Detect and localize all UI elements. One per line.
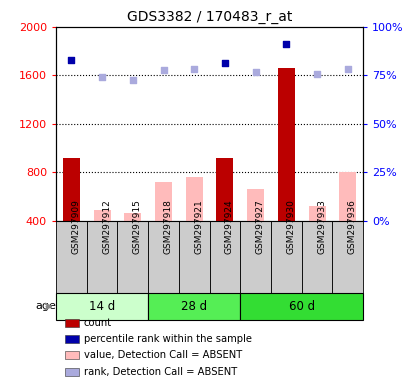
Bar <box>179 221 210 293</box>
Text: count: count <box>84 318 112 328</box>
Bar <box>247 189 264 221</box>
Text: GSM297915: GSM297915 <box>133 199 142 254</box>
Text: age: age <box>35 301 56 311</box>
Text: GSM297927: GSM297927 <box>256 199 265 254</box>
Point <box>191 66 198 72</box>
Text: GSM297933: GSM297933 <box>317 199 326 254</box>
Point <box>252 69 259 75</box>
Text: GSM297912: GSM297912 <box>102 199 111 254</box>
Text: GSM297930: GSM297930 <box>286 199 295 254</box>
Bar <box>148 293 240 319</box>
Point <box>344 66 351 72</box>
Text: 14 d: 14 d <box>89 300 115 313</box>
Bar <box>217 158 233 221</box>
Point <box>160 68 167 74</box>
Bar <box>186 177 203 221</box>
Bar <box>302 221 332 293</box>
Bar <box>65 335 79 343</box>
Point <box>283 41 290 47</box>
Bar <box>117 221 148 293</box>
Text: percentile rank within the sample: percentile rank within the sample <box>84 334 251 344</box>
Text: GSM297924: GSM297924 <box>225 199 234 254</box>
Bar <box>332 221 363 293</box>
Bar <box>63 158 80 221</box>
Point <box>129 77 136 83</box>
Bar <box>210 221 240 293</box>
Bar <box>339 172 356 221</box>
Bar <box>240 221 271 293</box>
Title: GDS3382 / 170483_r_at: GDS3382 / 170483_r_at <box>127 10 292 25</box>
Text: GSM297909: GSM297909 <box>71 199 81 254</box>
Bar <box>271 221 302 293</box>
Bar <box>65 368 79 376</box>
Bar <box>94 210 110 221</box>
Bar <box>65 319 79 326</box>
Bar <box>87 221 117 293</box>
Point <box>68 56 75 63</box>
Bar <box>56 221 87 293</box>
Text: GSM297918: GSM297918 <box>164 199 173 254</box>
Point <box>222 60 228 66</box>
Text: GSM297921: GSM297921 <box>194 199 203 254</box>
Bar <box>240 293 363 319</box>
Bar <box>65 351 79 359</box>
Text: GSM297936: GSM297936 <box>348 199 357 254</box>
Bar <box>56 293 148 319</box>
Bar <box>278 68 295 221</box>
Point <box>99 73 105 79</box>
Bar <box>148 221 179 293</box>
Bar <box>309 206 325 221</box>
Text: rank, Detection Call = ABSENT: rank, Detection Call = ABSENT <box>84 367 237 377</box>
Point <box>314 71 320 77</box>
Bar <box>155 182 172 221</box>
Text: value, Detection Call = ABSENT: value, Detection Call = ABSENT <box>84 350 242 360</box>
Bar <box>124 214 141 221</box>
Text: 60 d: 60 d <box>289 300 315 313</box>
Text: 28 d: 28 d <box>181 300 207 313</box>
